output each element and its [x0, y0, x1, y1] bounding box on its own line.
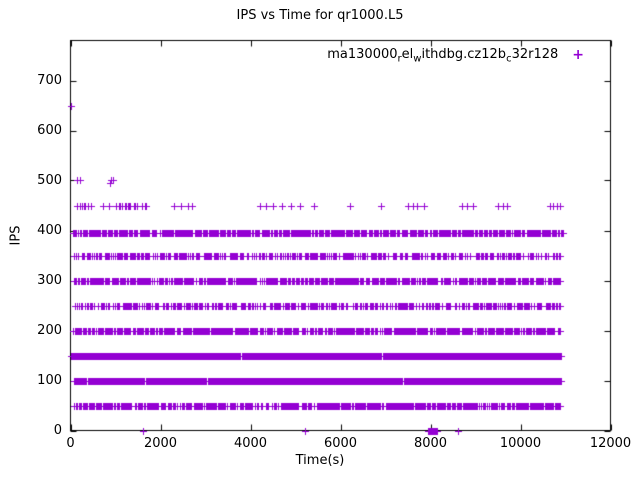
x-tick-label: 10000: [499, 436, 542, 451]
x-tick-label: 6000: [323, 436, 358, 451]
legend: ma130000relwithdbg.cz12bc32r128 +: [327, 46, 584, 65]
chart-title: IPS vs Time for qr1000.L5: [236, 8, 404, 23]
y-axis-label: IPS: [8, 225, 24, 246]
x-tick-label: 8000: [413, 436, 448, 451]
x-tick-label: 4000: [233, 436, 268, 451]
y-tick-label: 500: [37, 172, 62, 188]
legend-marker-icon: +: [572, 47, 584, 63]
y-tick-label: 700: [37, 72, 62, 88]
x-tick-label: 12000: [589, 436, 632, 451]
x-tick-label: 0: [66, 436, 75, 451]
y-tick-label: 600: [37, 122, 62, 138]
x-axis-label: Time(s): [295, 453, 345, 468]
y-tick-label: 100: [37, 372, 62, 388]
y-tick-label: 200: [37, 322, 62, 338]
y-tick-label: 0: [53, 422, 62, 438]
y-tick-label: 400: [37, 222, 62, 238]
legend-label: ma130000relwithdbg.cz12bc32r128: [327, 47, 559, 65]
y-tick-label: 300: [37, 272, 62, 288]
x-tick-label: 2000: [143, 436, 178, 451]
